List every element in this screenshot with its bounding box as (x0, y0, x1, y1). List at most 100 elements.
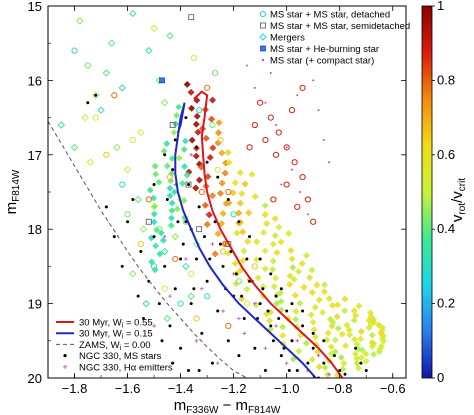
band-diamond (288, 255, 296, 263)
band-diamond (295, 267, 303, 276)
ngc330-ms-star-dot (160, 339, 164, 343)
ngc330-ms-star-dot (263, 369, 267, 373)
band-diamond (243, 285, 251, 293)
ngc330-ms-star-dot (210, 361, 214, 365)
band-diamond (202, 134, 210, 142)
band-diamond (261, 265, 269, 273)
ngc330-ms-star-dot (152, 183, 156, 187)
band-diamond (362, 350, 370, 358)
ngc330-ms-star-dot (274, 294, 278, 298)
band-diamond (279, 331, 287, 340)
detached-binary-marker (156, 226, 163, 233)
legend-marker-semidetached (260, 22, 266, 29)
compact-star-dot (322, 138, 325, 141)
ngc330-ms-star-dot (112, 235, 116, 239)
ngc330-ms-star-dot (364, 369, 368, 373)
merger-marker (171, 232, 179, 241)
detached-binary-marker (129, 136, 136, 144)
merger-marker (137, 128, 145, 137)
ngc330-ms-star-dot (152, 235, 156, 239)
band-diamond (302, 251, 311, 260)
merger-marker (81, 113, 89, 122)
ngc330-ms-star-dot (126, 220, 130, 224)
x-tick-label: −0.6 (380, 381, 406, 396)
merger-marker (187, 292, 195, 300)
ngc330-ms-star-dot (322, 339, 326, 343)
colorbar-title: vrot/vcrit (449, 178, 468, 222)
band-diamond (279, 323, 287, 331)
merger-marker (86, 158, 95, 166)
detached-binary-marker (71, 47, 78, 54)
band-diamond (261, 201, 269, 210)
halpha-emitter-marker (253, 301, 257, 306)
x-tick-label: −0.8 (327, 381, 353, 396)
semidetached-binary-marker (188, 14, 195, 21)
band-diamond (271, 232, 279, 240)
y-tick-label: 16 (28, 73, 42, 88)
band-diamond (181, 137, 190, 145)
ngc330-ms-star-dot (245, 257, 249, 261)
x-tick-label: −1.6 (115, 381, 141, 396)
halpha-emitter-marker (263, 346, 268, 351)
band-diamond (251, 192, 259, 201)
band-diamond (260, 229, 268, 237)
ngc330-ms-star-dot (187, 369, 191, 373)
band-diamond (362, 357, 370, 365)
band-diamond (323, 336, 331, 344)
ngc330-ms-star-dot (240, 294, 244, 298)
compact-star-dot (290, 168, 293, 171)
band-diamond (238, 190, 246, 198)
detached-binary-marker (230, 211, 237, 218)
colorbar-ticks: 0 0.2 0.4 0.6 0.8 1 (432, 0, 455, 385)
band-diamond (315, 296, 323, 304)
band-diamond (346, 331, 354, 339)
ngc330-ms-star-dot (234, 272, 238, 276)
halpha-emitter-marker (327, 372, 331, 377)
halpha-emitter-marker (237, 316, 241, 321)
detached-binary-marker (188, 270, 195, 277)
band-diamond (194, 128, 202, 136)
band-diamond (365, 324, 373, 332)
band-diamond (350, 316, 358, 324)
compact-star-dot (317, 109, 320, 112)
ngc330-ms-star-dot (279, 287, 283, 291)
rotation-band-points (146, 80, 388, 378)
halpha-emitter-marker (215, 361, 220, 365)
ngc330-ms-star-dot (86, 101, 90, 105)
band-diamond (370, 350, 378, 358)
ngc330-ms-star-dot (120, 264, 124, 268)
detached-binary-marker (111, 92, 118, 99)
band-diamond (208, 192, 217, 200)
band-diamond (172, 120, 180, 128)
legend-bottom-label: NGC 330, MS stars (79, 351, 162, 362)
halpha-emitter-marker (184, 257, 188, 261)
band-diamond (203, 220, 211, 228)
band-diamond (311, 333, 319, 341)
ngc330-ms-star-dot (171, 361, 175, 365)
band-diamond (370, 340, 378, 348)
merger-marker (145, 46, 153, 55)
colorbar-tick-label: 1 (437, 0, 444, 13)
detached-binary-marker (103, 151, 110, 158)
merger-marker (113, 143, 121, 152)
compact-star-red-marker (272, 151, 280, 158)
x-axis-ticks: −1.8 −1.6 −1.4 −1.2 −1.0 −0.8 −0.6 (47, 6, 406, 396)
ngc330-ms-star-dot (301, 324, 305, 328)
detached-binary-marker (198, 188, 205, 196)
detached-binary-marker (204, 293, 211, 300)
ngc330-ms-star-dot (205, 160, 209, 164)
legend-top-label: Mergers (270, 33, 305, 44)
band-diamond (300, 283, 308, 291)
ngc330-ms-star-dot (248, 279, 252, 283)
ngc330-ms-star-dot (181, 242, 185, 246)
ngc330-ms-star-dot (197, 205, 201, 209)
legend-marker-compact (261, 58, 265, 62)
semidetached-binary-marker (196, 226, 203, 233)
colorbar-tick-label: 0.2 (437, 296, 455, 311)
merger-marker (160, 247, 169, 256)
band-diamond (170, 188, 178, 196)
ngc330-ms-star-dot (354, 346, 358, 350)
y-tick-label: 20 (28, 371, 42, 386)
band-diamond (175, 103, 183, 111)
detached-binary-marker (219, 248, 227, 255)
